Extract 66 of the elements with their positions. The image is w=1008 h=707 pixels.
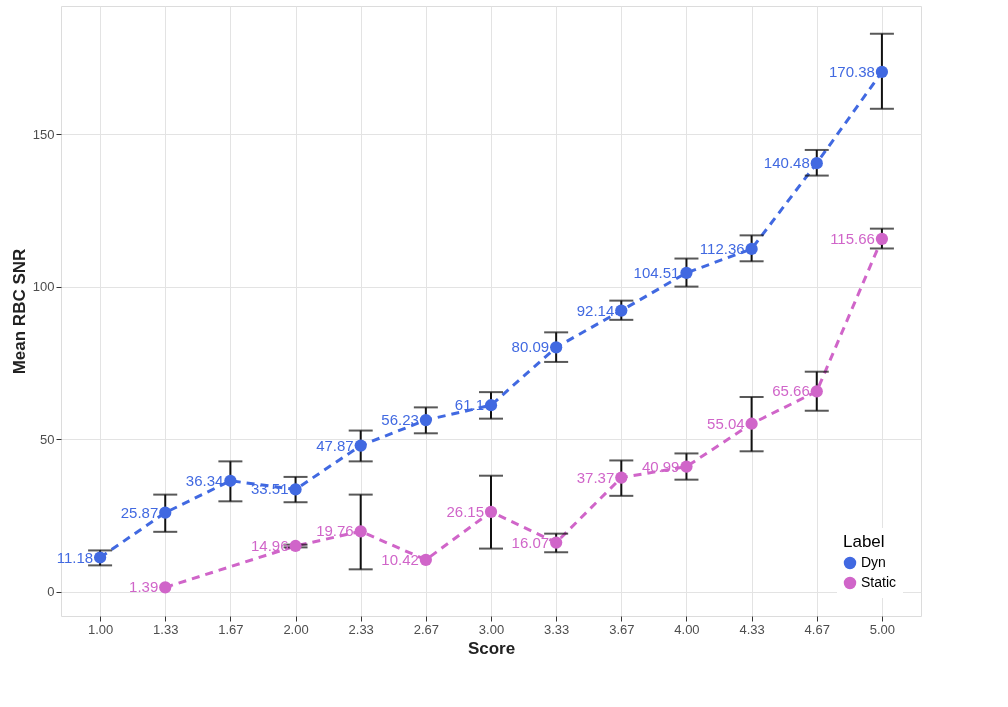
x-tick-label: 4.67 xyxy=(804,621,830,637)
data-label: 104.51 xyxy=(633,263,680,281)
y-axis-title: Mean RBC SNR xyxy=(9,248,29,375)
x-tick-label: 2.67 xyxy=(413,621,439,637)
point xyxy=(224,474,237,487)
data-label: 65.66 xyxy=(772,382,810,400)
y-tick-label: 150 xyxy=(32,126,55,142)
legend-label: Static xyxy=(861,574,897,590)
data-label: 1.39 xyxy=(129,578,159,596)
legend-label: Dyn xyxy=(861,554,886,570)
data-label: 36.34 xyxy=(185,471,224,489)
point xyxy=(615,471,628,484)
data-label: 115.66 xyxy=(830,229,875,247)
y-tick-label: 100 xyxy=(32,279,55,295)
data-label: 55.04 xyxy=(707,414,745,432)
point xyxy=(810,157,823,170)
data-label: 37.37 xyxy=(576,468,615,486)
point xyxy=(550,341,563,354)
x-tick-label: 1.67 xyxy=(218,621,244,637)
data-label: 47.87 xyxy=(316,436,354,454)
x-tick-label: 2.33 xyxy=(348,621,374,637)
y-tick-label: 50 xyxy=(40,431,55,447)
point xyxy=(484,505,498,518)
data-label: 14.96 xyxy=(251,536,289,554)
point xyxy=(615,304,628,317)
point xyxy=(289,539,302,553)
x-tick-label: 2.00 xyxy=(283,621,309,637)
point xyxy=(419,413,432,427)
x-tick-label: 1.33 xyxy=(153,621,179,637)
point xyxy=(289,483,302,496)
data-label: 25.87 xyxy=(120,503,159,521)
point xyxy=(745,242,758,256)
data-label: 92.14 xyxy=(576,301,615,319)
data-label: 11.18 xyxy=(56,548,94,566)
data-label: 80.09 xyxy=(511,338,550,356)
x-tick-label: 4.33 xyxy=(739,621,765,637)
legend-title: Label xyxy=(843,532,885,551)
point xyxy=(875,232,889,245)
point xyxy=(93,551,107,564)
x-tick-label: 5.00 xyxy=(869,621,896,637)
point xyxy=(159,506,172,519)
point xyxy=(159,581,172,594)
data-label: 16.07 xyxy=(511,533,550,551)
data-label: 19.76 xyxy=(316,522,354,540)
point xyxy=(745,417,758,430)
point xyxy=(680,460,693,473)
x-tick-label: 3.00 xyxy=(478,621,505,637)
point xyxy=(354,439,367,452)
x-tick-label: 1.00 xyxy=(87,621,114,637)
point xyxy=(550,536,563,549)
data-label: 10.42 xyxy=(381,550,419,568)
data-label: 26.15 xyxy=(446,502,484,520)
point xyxy=(875,65,889,79)
data-label: 170.38 xyxy=(829,62,875,80)
data-label: 112.36 xyxy=(699,239,745,257)
x-tick-label: 4.00 xyxy=(674,621,700,637)
x-tick-label: 3.67 xyxy=(609,621,635,637)
x-tick-label: 3.33 xyxy=(544,621,570,637)
point xyxy=(484,399,498,412)
point xyxy=(419,553,432,566)
point xyxy=(810,385,823,398)
point xyxy=(680,266,693,279)
y-tick-label: 0 xyxy=(47,584,55,600)
x-axis-title: Score xyxy=(467,638,516,658)
point xyxy=(354,525,367,538)
data-label: 140.48 xyxy=(763,154,810,172)
